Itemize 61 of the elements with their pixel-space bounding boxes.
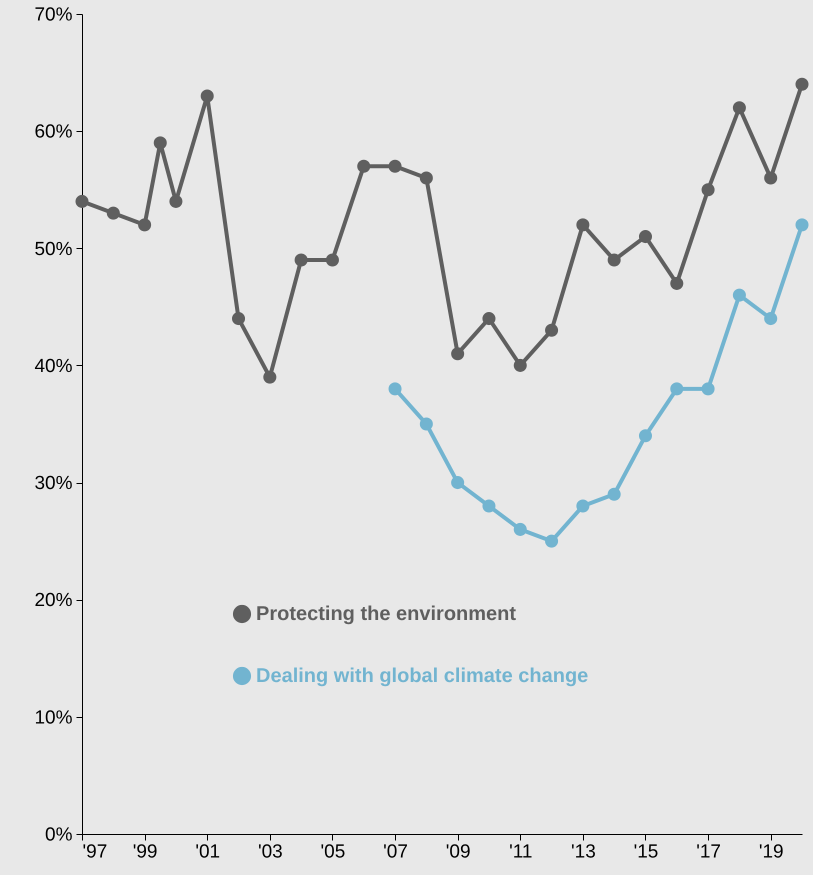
point (670, 382, 684, 396)
point (357, 160, 370, 173)
y-tick-label: 30% (34, 473, 73, 494)
point (764, 171, 778, 185)
point (232, 312, 246, 326)
x-tick-label: '09 (446, 842, 471, 862)
point (576, 499, 590, 513)
y-tick-label: 60% (34, 122, 73, 143)
point (638, 429, 652, 442)
legend-label: Dealing with global climate change (256, 665, 588, 687)
x-tick-label: '11 (509, 842, 532, 862)
point (545, 324, 558, 337)
point (388, 382, 402, 396)
point (764, 312, 778, 326)
y-tick-label: 10% (34, 707, 73, 728)
point (608, 488, 621, 501)
y-tick-label: 50% (34, 238, 73, 260)
y-tick-label: 70% (34, 4, 73, 26)
point (294, 253, 308, 267)
y-tick-label: 20% (34, 590, 73, 612)
point (482, 312, 496, 326)
point (732, 288, 746, 302)
point (420, 171, 433, 185)
y-tick-label: 0% (45, 824, 73, 846)
point (514, 358, 527, 372)
point (326, 253, 339, 267)
point (169, 194, 182, 208)
point (482, 499, 496, 513)
point (795, 218, 809, 232)
legend-label: Protecting the environment (256, 603, 516, 625)
x-tick-label: '03 (258, 842, 283, 862)
x-tick-label: '15 (634, 842, 658, 862)
point (702, 382, 715, 396)
point (638, 230, 652, 244)
point (451, 347, 464, 360)
x-tick-label: '13 (570, 842, 596, 862)
x-tick-label: '97 (82, 842, 108, 862)
point (138, 218, 152, 232)
point (702, 183, 715, 196)
point (795, 78, 809, 91)
point (732, 101, 746, 114)
point (388, 160, 402, 173)
x-tick-label: '99 (132, 842, 158, 862)
point (576, 218, 590, 232)
point (451, 476, 464, 490)
point (75, 194, 89, 208)
x-tick-label: '01 (195, 842, 220, 862)
point (608, 253, 621, 267)
point (514, 522, 527, 536)
point (545, 534, 558, 548)
x-tick-label: '19 (758, 842, 784, 862)
y-tick-label: 40% (34, 356, 73, 377)
point (200, 89, 214, 103)
point (106, 206, 120, 220)
point (263, 370, 276, 384)
point (420, 417, 433, 431)
x-tick-label: '07 (383, 842, 408, 862)
point (670, 276, 684, 290)
point (154, 136, 167, 150)
x-tick-label: '05 (320, 842, 346, 862)
x-tick-label: '17 (696, 842, 721, 862)
